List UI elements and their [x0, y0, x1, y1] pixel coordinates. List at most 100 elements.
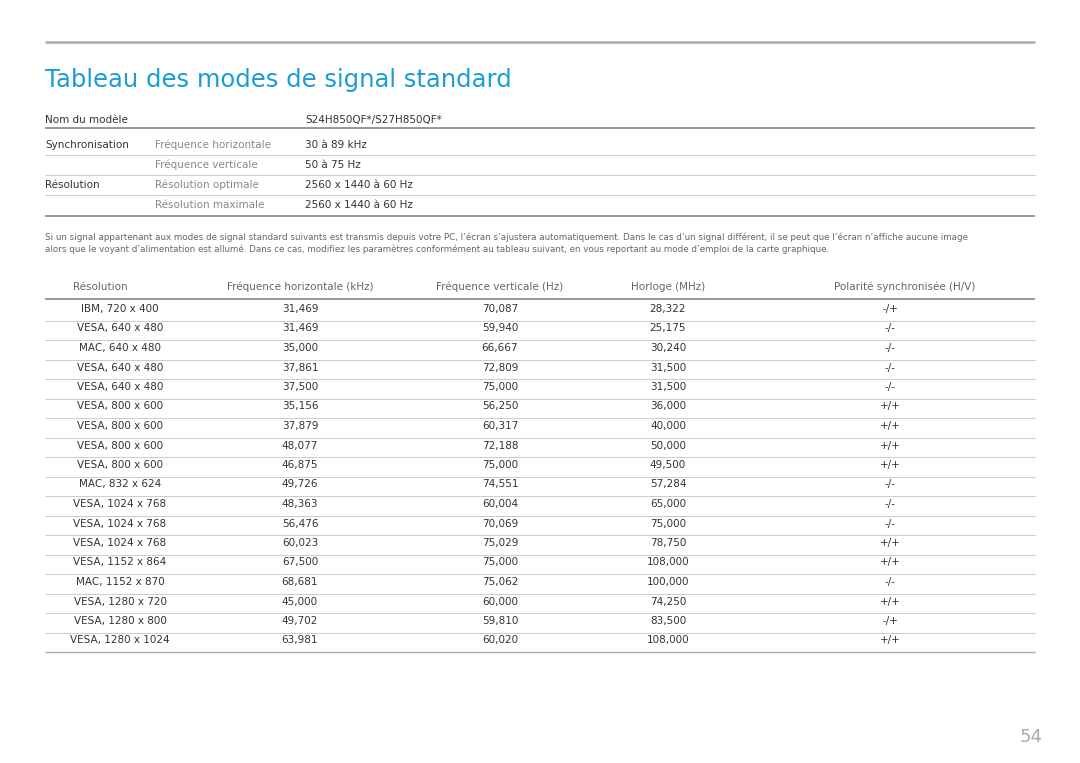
Text: 66,667: 66,667: [482, 343, 518, 353]
Text: MAC, 640 x 480: MAC, 640 x 480: [79, 343, 161, 353]
Text: Résolution optimale: Résolution optimale: [156, 180, 259, 191]
Text: +/+: +/+: [879, 636, 901, 645]
Text: 50 à 75 Hz: 50 à 75 Hz: [305, 160, 361, 170]
Text: 75,000: 75,000: [650, 519, 686, 529]
Text: 75,000: 75,000: [482, 382, 518, 392]
Text: Résolution: Résolution: [45, 180, 99, 190]
Text: 45,000: 45,000: [282, 597, 319, 607]
Text: 49,702: 49,702: [282, 616, 319, 626]
Text: 31,469: 31,469: [282, 324, 319, 333]
Text: Tableau des modes de signal standard: Tableau des modes de signal standard: [45, 68, 512, 92]
Text: 65,000: 65,000: [650, 499, 686, 509]
Text: -/+: -/+: [882, 616, 897, 626]
Text: VESA, 1024 x 768: VESA, 1024 x 768: [73, 538, 166, 548]
Text: 63,981: 63,981: [282, 636, 319, 645]
Text: Nom du modèle: Nom du modèle: [45, 115, 127, 125]
Text: VESA, 800 x 600: VESA, 800 x 600: [77, 401, 163, 411]
Text: Horloge (MHz): Horloge (MHz): [631, 282, 705, 292]
Text: 100,000: 100,000: [647, 577, 689, 587]
Text: VESA, 1280 x 1024: VESA, 1280 x 1024: [70, 636, 170, 645]
Text: 78,750: 78,750: [650, 538, 686, 548]
Text: +/+: +/+: [879, 538, 901, 548]
Text: 2560 x 1440 à 60 Hz: 2560 x 1440 à 60 Hz: [305, 180, 413, 190]
Text: 60,020: 60,020: [482, 636, 518, 645]
Text: 67,500: 67,500: [282, 558, 319, 568]
Text: -/-: -/-: [885, 324, 895, 333]
Text: 49,500: 49,500: [650, 460, 686, 470]
Text: VESA, 1280 x 720: VESA, 1280 x 720: [73, 597, 166, 607]
Text: 60,023: 60,023: [282, 538, 319, 548]
Text: VESA, 640 x 480: VESA, 640 x 480: [77, 362, 163, 372]
Text: 56,250: 56,250: [482, 401, 518, 411]
Text: 40,000: 40,000: [650, 421, 686, 431]
Text: 70,087: 70,087: [482, 304, 518, 314]
Text: 60,317: 60,317: [482, 421, 518, 431]
Text: 59,810: 59,810: [482, 616, 518, 626]
Text: 70,069: 70,069: [482, 519, 518, 529]
Text: 75,000: 75,000: [482, 460, 518, 470]
Text: -/-: -/-: [885, 499, 895, 509]
Text: +/+: +/+: [879, 421, 901, 431]
Text: 108,000: 108,000: [647, 558, 689, 568]
Text: 72,809: 72,809: [482, 362, 518, 372]
Text: 35,156: 35,156: [282, 401, 319, 411]
Text: 28,322: 28,322: [650, 304, 686, 314]
Text: 31,469: 31,469: [282, 304, 319, 314]
Text: VESA, 800 x 600: VESA, 800 x 600: [77, 440, 163, 450]
Text: 83,500: 83,500: [650, 616, 686, 626]
Text: 74,250: 74,250: [650, 597, 686, 607]
Text: 31,500: 31,500: [650, 362, 686, 372]
Text: 108,000: 108,000: [647, 636, 689, 645]
Text: -/-: -/-: [885, 382, 895, 392]
Text: IBM, 720 x 400: IBM, 720 x 400: [81, 304, 159, 314]
Text: VESA, 1024 x 768: VESA, 1024 x 768: [73, 519, 166, 529]
Text: 37,861: 37,861: [282, 362, 319, 372]
Text: 46,875: 46,875: [282, 460, 319, 470]
Text: +/+: +/+: [879, 401, 901, 411]
Text: Résolution: Résolution: [72, 282, 127, 292]
Text: 30 à 89 kHz: 30 à 89 kHz: [305, 140, 367, 150]
Text: 60,000: 60,000: [482, 597, 518, 607]
Text: 31,500: 31,500: [650, 382, 686, 392]
Text: -/-: -/-: [885, 519, 895, 529]
Text: 68,681: 68,681: [282, 577, 319, 587]
Text: 75,000: 75,000: [482, 558, 518, 568]
Text: 60,004: 60,004: [482, 499, 518, 509]
Text: Si un signal appartenant aux modes de signal standard suivants est transmis depu: Si un signal appartenant aux modes de si…: [45, 232, 968, 242]
Text: Résolution maximale: Résolution maximale: [156, 200, 265, 210]
Text: -/+: -/+: [882, 304, 897, 314]
Text: -/-: -/-: [885, 343, 895, 353]
Text: VESA, 800 x 600: VESA, 800 x 600: [77, 421, 163, 431]
Text: 54: 54: [1020, 728, 1043, 746]
Text: 37,500: 37,500: [282, 382, 319, 392]
Text: 59,940: 59,940: [482, 324, 518, 333]
Text: +/+: +/+: [879, 558, 901, 568]
Text: alors que le voyant d’alimentation est allumé. Dans ce cas, modifiez les paramèt: alors que le voyant d’alimentation est a…: [45, 245, 829, 255]
Text: VESA, 1152 x 864: VESA, 1152 x 864: [73, 558, 166, 568]
Text: S24H850QF*/S27H850QF*: S24H850QF*/S27H850QF*: [305, 115, 442, 125]
Text: 2560 x 1440 à 60 Hz: 2560 x 1440 à 60 Hz: [305, 200, 413, 210]
Text: Fréquence horizontale (kHz): Fréquence horizontale (kHz): [227, 282, 374, 292]
Text: +/+: +/+: [879, 460, 901, 470]
Text: -/-: -/-: [885, 577, 895, 587]
Text: VESA, 1024 x 768: VESA, 1024 x 768: [73, 499, 166, 509]
Text: VESA, 640 x 480: VESA, 640 x 480: [77, 382, 163, 392]
Text: 30,240: 30,240: [650, 343, 686, 353]
Text: MAC, 1152 x 870: MAC, 1152 x 870: [76, 577, 164, 587]
Text: +/+: +/+: [879, 440, 901, 450]
Text: 72,188: 72,188: [482, 440, 518, 450]
Text: +/+: +/+: [879, 597, 901, 607]
Text: 49,726: 49,726: [282, 479, 319, 490]
Text: 35,000: 35,000: [282, 343, 319, 353]
Text: 37,879: 37,879: [282, 421, 319, 431]
Text: 75,029: 75,029: [482, 538, 518, 548]
Text: 56,476: 56,476: [282, 519, 319, 529]
Text: VESA, 1280 x 800: VESA, 1280 x 800: [73, 616, 166, 626]
Text: 74,551: 74,551: [482, 479, 518, 490]
Text: 48,363: 48,363: [282, 499, 319, 509]
Text: VESA, 640 x 480: VESA, 640 x 480: [77, 324, 163, 333]
Text: 50,000: 50,000: [650, 440, 686, 450]
Text: Synchronisation: Synchronisation: [45, 140, 129, 150]
Text: 75,062: 75,062: [482, 577, 518, 587]
Text: Fréquence verticale (Hz): Fréquence verticale (Hz): [436, 282, 564, 292]
